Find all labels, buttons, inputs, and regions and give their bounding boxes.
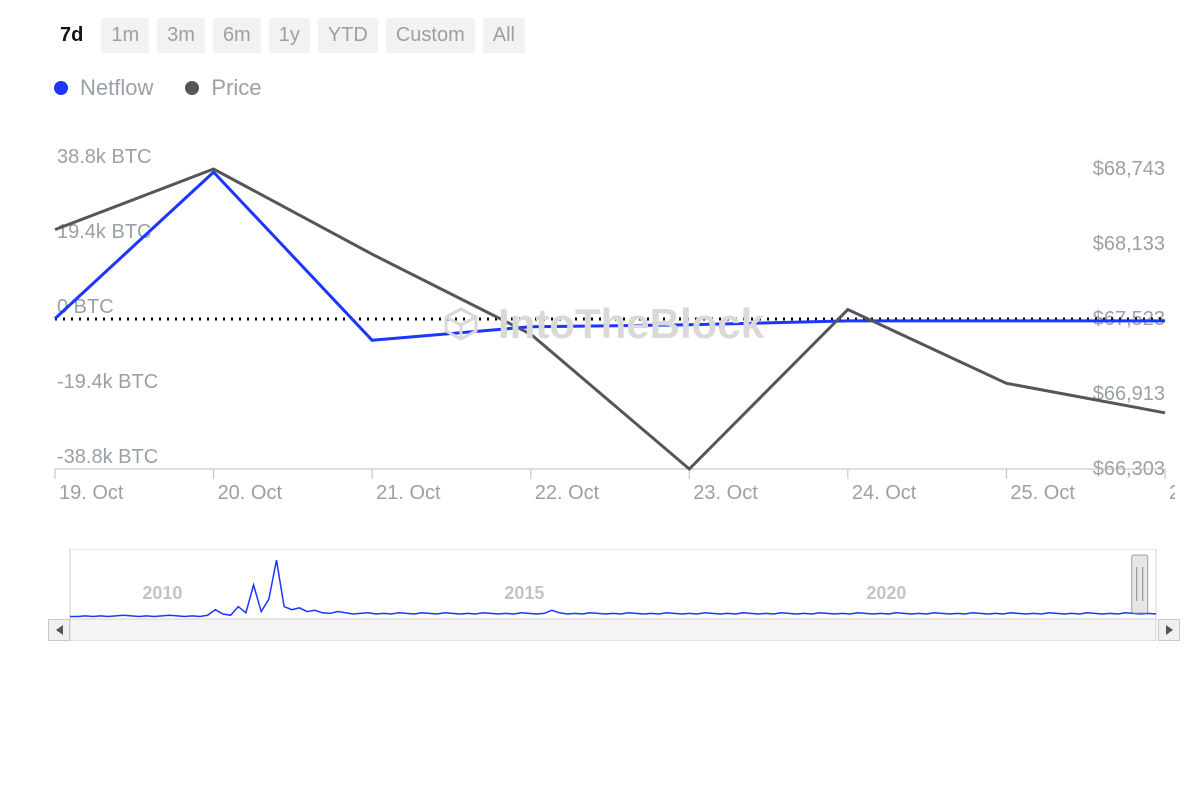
legend-dot-icon bbox=[185, 81, 199, 95]
x-tick-label: 22. Oct bbox=[535, 482, 600, 504]
timeframe-1y[interactable]: 1y bbox=[269, 18, 310, 53]
legend-label: Price bbox=[211, 75, 261, 101]
timeframe-custom[interactable]: Custom bbox=[386, 18, 475, 53]
y-left-tick-label: 38.8k BTC bbox=[57, 146, 151, 168]
x-tick-label: 23. Oct bbox=[693, 482, 758, 504]
y-right-tick-label: $68,743 bbox=[1093, 158, 1165, 180]
brush-handle[interactable] bbox=[1132, 555, 1148, 613]
brush-year-label: 2015 bbox=[504, 583, 544, 603]
y-right-tick-label: $68,133 bbox=[1093, 233, 1165, 255]
brush-year-label: 2010 bbox=[142, 583, 182, 603]
x-tick-label: 20. Oct bbox=[218, 482, 283, 504]
brush-scroll-right-button[interactable] bbox=[1158, 619, 1180, 641]
x-tick-label: 19. Oct bbox=[59, 482, 124, 504]
timeframe-1m[interactable]: 1m bbox=[101, 18, 149, 53]
timeframe-ytd[interactable]: YTD bbox=[318, 18, 378, 53]
x-tick-label: 24. Oct bbox=[852, 482, 917, 504]
timeframe-3m[interactable]: 3m bbox=[157, 18, 205, 53]
series-netflow bbox=[55, 172, 1165, 340]
x-tick-label: 21. Oct bbox=[376, 482, 441, 504]
y-left-tick-label: -19.4k BTC bbox=[57, 371, 158, 393]
legend-label: Netflow bbox=[80, 75, 153, 101]
timeframe-6m[interactable]: 6m bbox=[213, 18, 261, 53]
timeframe-selector: 7d1m3m6m1yYTDCustomAll bbox=[10, 18, 1190, 53]
legend-item-netflow[interactable]: Netflow bbox=[54, 75, 153, 101]
series-price bbox=[55, 169, 1165, 469]
timeframe-7d[interactable]: 7d bbox=[50, 18, 93, 53]
chart-area: IntoTheBlock 38.8k BTC19.4k BTC0 BTC-19.… bbox=[10, 129, 1190, 519]
y-left-tick-label: -38.8k BTC bbox=[57, 446, 158, 468]
x-tick-label: 25. Oct bbox=[1010, 482, 1075, 504]
brush-scroll-left-button[interactable] bbox=[48, 619, 70, 641]
brush-year-label: 2020 bbox=[866, 583, 906, 603]
x-tick-label: 26. Oct bbox=[1169, 482, 1175, 504]
brush-scrollbar[interactable] bbox=[70, 619, 1156, 641]
legend-item-price[interactable]: Price bbox=[185, 75, 261, 101]
chart-legend: Netflow Price bbox=[10, 75, 1190, 101]
timeframe-all[interactable]: All bbox=[483, 18, 525, 53]
line-chart[interactable]: 38.8k BTC19.4k BTC0 BTC-19.4k BTC-38.8k … bbox=[10, 129, 1175, 519]
brush-navigator: 2010 2015 2020 bbox=[10, 549, 1190, 641]
brush-chart[interactable]: 2010 2015 2020 bbox=[10, 549, 1175, 641]
legend-dot-icon bbox=[54, 81, 68, 95]
